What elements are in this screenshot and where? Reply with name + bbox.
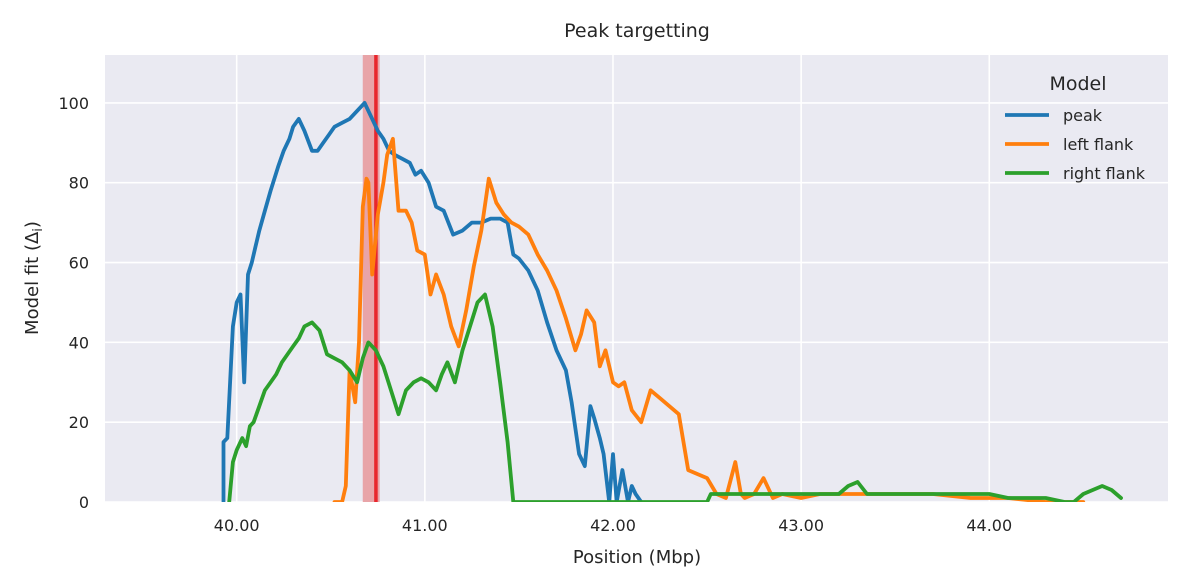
x-tick-label: 41.00 — [402, 516, 448, 535]
y-axis-label-close: ) — [22, 221, 43, 228]
y-axis-label-main: Model fit (Δ — [22, 231, 43, 335]
x-tick-label: 43.00 — [778, 516, 824, 535]
annotations — [362, 55, 380, 502]
x-tick-label: 42.00 — [590, 516, 636, 535]
series-line-right-flank — [227, 292, 1123, 502]
series-layer — [221, 101, 1123, 502]
series-line-left-flank — [332, 136, 1086, 502]
y-tick-label: 60 — [69, 254, 89, 273]
y-tick-label: 100 — [58, 94, 89, 113]
y-axis-label-sub: i — [31, 228, 46, 232]
legend-title: Model — [1049, 73, 1106, 95]
legend-label: peak — [1063, 106, 1103, 125]
legend-label: left flank — [1063, 135, 1134, 154]
legend-label: right flank — [1063, 164, 1146, 183]
plot-area — [105, 55, 1168, 502]
x-tick-label: 40.00 — [214, 516, 260, 535]
y-axis-ticks: 0 20 40 60 80 100 — [58, 94, 89, 512]
legend: Model peak left flank right flank — [1005, 73, 1146, 183]
y-axis-label: Model fit (Δi) — [22, 221, 46, 335]
y-tick-label: 0 — [79, 493, 89, 512]
y-tick-label: 40 — [69, 333, 89, 352]
chart-title: Peak targetting — [564, 20, 710, 42]
x-axis-label: Position (Mbp) — [573, 547, 701, 568]
y-tick-label: 20 — [69, 413, 89, 432]
y-tick-label: 80 — [69, 174, 89, 193]
x-axis-ticks: 40.00 41.00 42.00 43.00 44.00 — [214, 516, 1012, 535]
x-tick-label: 44.00 — [966, 516, 1012, 535]
series-line-peak — [221, 101, 644, 502]
